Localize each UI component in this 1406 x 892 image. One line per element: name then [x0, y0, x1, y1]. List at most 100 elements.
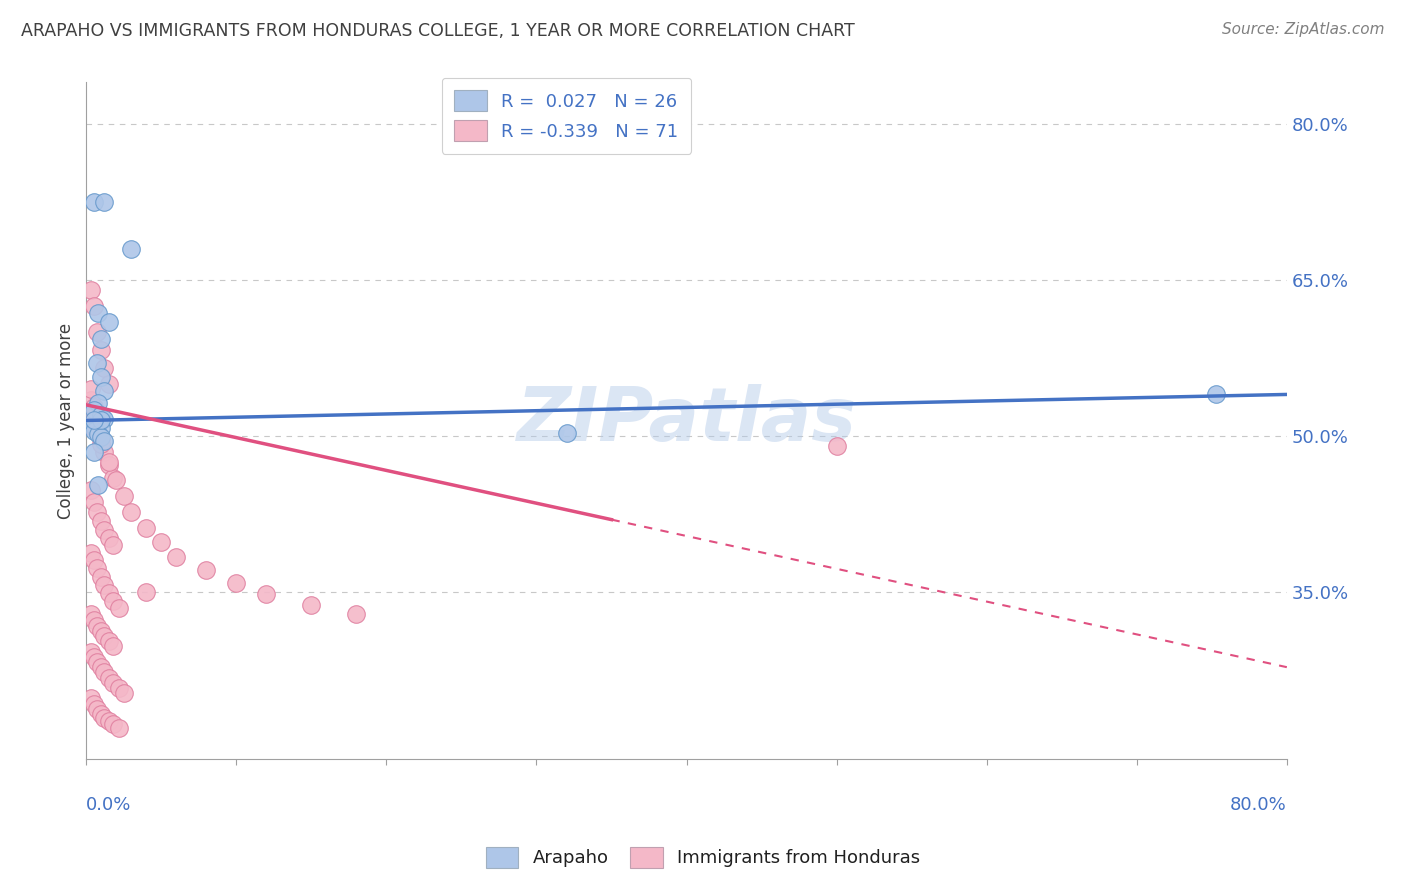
Point: [90, 515, 112, 529]
Point: [80, 546, 103, 560]
Point: [93, 578, 115, 592]
Point: [83, 424, 105, 438]
Point: [299, 598, 322, 612]
Point: [83, 400, 105, 414]
Point: [90, 431, 112, 445]
Point: [93, 434, 115, 449]
Point: [87, 478, 110, 492]
Point: [86, 618, 108, 632]
Point: [195, 563, 218, 577]
Point: [86, 561, 108, 575]
Point: [105, 473, 128, 487]
Point: [80, 607, 103, 621]
Text: 0.0%: 0.0%: [86, 796, 132, 814]
Y-axis label: College, 1 year or more: College, 1 year or more: [58, 322, 75, 518]
Point: [150, 535, 173, 549]
Point: [80, 691, 103, 706]
Point: [80, 283, 103, 297]
Point: [97, 634, 120, 648]
Point: [97, 531, 120, 545]
Point: [83, 413, 105, 427]
Point: [103, 675, 125, 690]
Text: ZIPatlas: ZIPatlas: [516, 384, 856, 457]
Point: [120, 242, 142, 256]
Point: [825, 440, 848, 454]
Point: [344, 607, 367, 621]
Point: [90, 660, 112, 674]
Point: [87, 306, 110, 320]
Point: [90, 409, 112, 423]
Point: [103, 538, 125, 552]
Point: [97, 458, 120, 473]
Point: [86, 505, 108, 519]
Point: [97, 671, 120, 685]
Point: [90, 343, 112, 357]
Point: [97, 377, 120, 392]
Point: [93, 444, 115, 458]
Point: [1205, 387, 1227, 401]
Legend: Arapaho, Immigrants from Honduras: Arapaho, Immigrants from Honduras: [475, 836, 931, 879]
Point: [112, 686, 135, 700]
Point: [83, 649, 105, 664]
Point: [90, 437, 112, 451]
Point: [83, 403, 105, 417]
Point: [80, 644, 103, 658]
Point: [93, 629, 115, 643]
Point: [87, 396, 110, 410]
Point: [103, 640, 125, 654]
Point: [80, 392, 103, 407]
Point: [86, 418, 108, 433]
Point: [80, 483, 103, 498]
Point: [93, 412, 115, 426]
Point: [90, 421, 112, 435]
Point: [108, 600, 131, 615]
Point: [103, 593, 125, 607]
Point: [97, 455, 120, 469]
Point: [93, 665, 115, 680]
Point: [93, 711, 115, 725]
Point: [90, 569, 112, 583]
Point: [90, 332, 112, 346]
Point: [86, 325, 108, 339]
Point: [90, 624, 112, 638]
Point: [83, 553, 105, 567]
Point: [87, 427, 110, 442]
Point: [83, 418, 105, 433]
Point: [83, 299, 105, 313]
Point: [83, 444, 105, 458]
Point: [83, 194, 105, 209]
Point: [135, 585, 157, 599]
Point: [112, 490, 135, 504]
Point: [97, 714, 120, 729]
Point: [86, 356, 108, 370]
Point: [83, 697, 105, 711]
Point: [97, 586, 120, 600]
Point: [93, 523, 115, 537]
Point: [103, 471, 125, 485]
Point: [80, 418, 103, 433]
Point: [97, 315, 120, 329]
Point: [90, 430, 112, 444]
Point: [86, 655, 108, 669]
Text: 80.0%: 80.0%: [1230, 796, 1286, 814]
Point: [83, 613, 105, 627]
Point: [254, 587, 277, 601]
Point: [103, 717, 125, 731]
Point: [555, 425, 578, 440]
Point: [83, 406, 105, 420]
Point: [93, 194, 115, 209]
Point: [87, 417, 110, 431]
Legend: R =  0.027   N = 26, R = -0.339   N = 71: R = 0.027 N = 26, R = -0.339 N = 71: [441, 78, 692, 153]
Point: [86, 418, 108, 433]
Point: [80, 382, 103, 396]
Point: [93, 384, 115, 399]
Point: [90, 413, 112, 427]
Point: [90, 369, 112, 384]
Point: [108, 721, 131, 735]
Point: [90, 706, 112, 721]
Point: [93, 361, 115, 376]
Point: [86, 702, 108, 716]
Point: [83, 494, 105, 508]
Point: [120, 505, 142, 519]
Point: [165, 549, 187, 564]
